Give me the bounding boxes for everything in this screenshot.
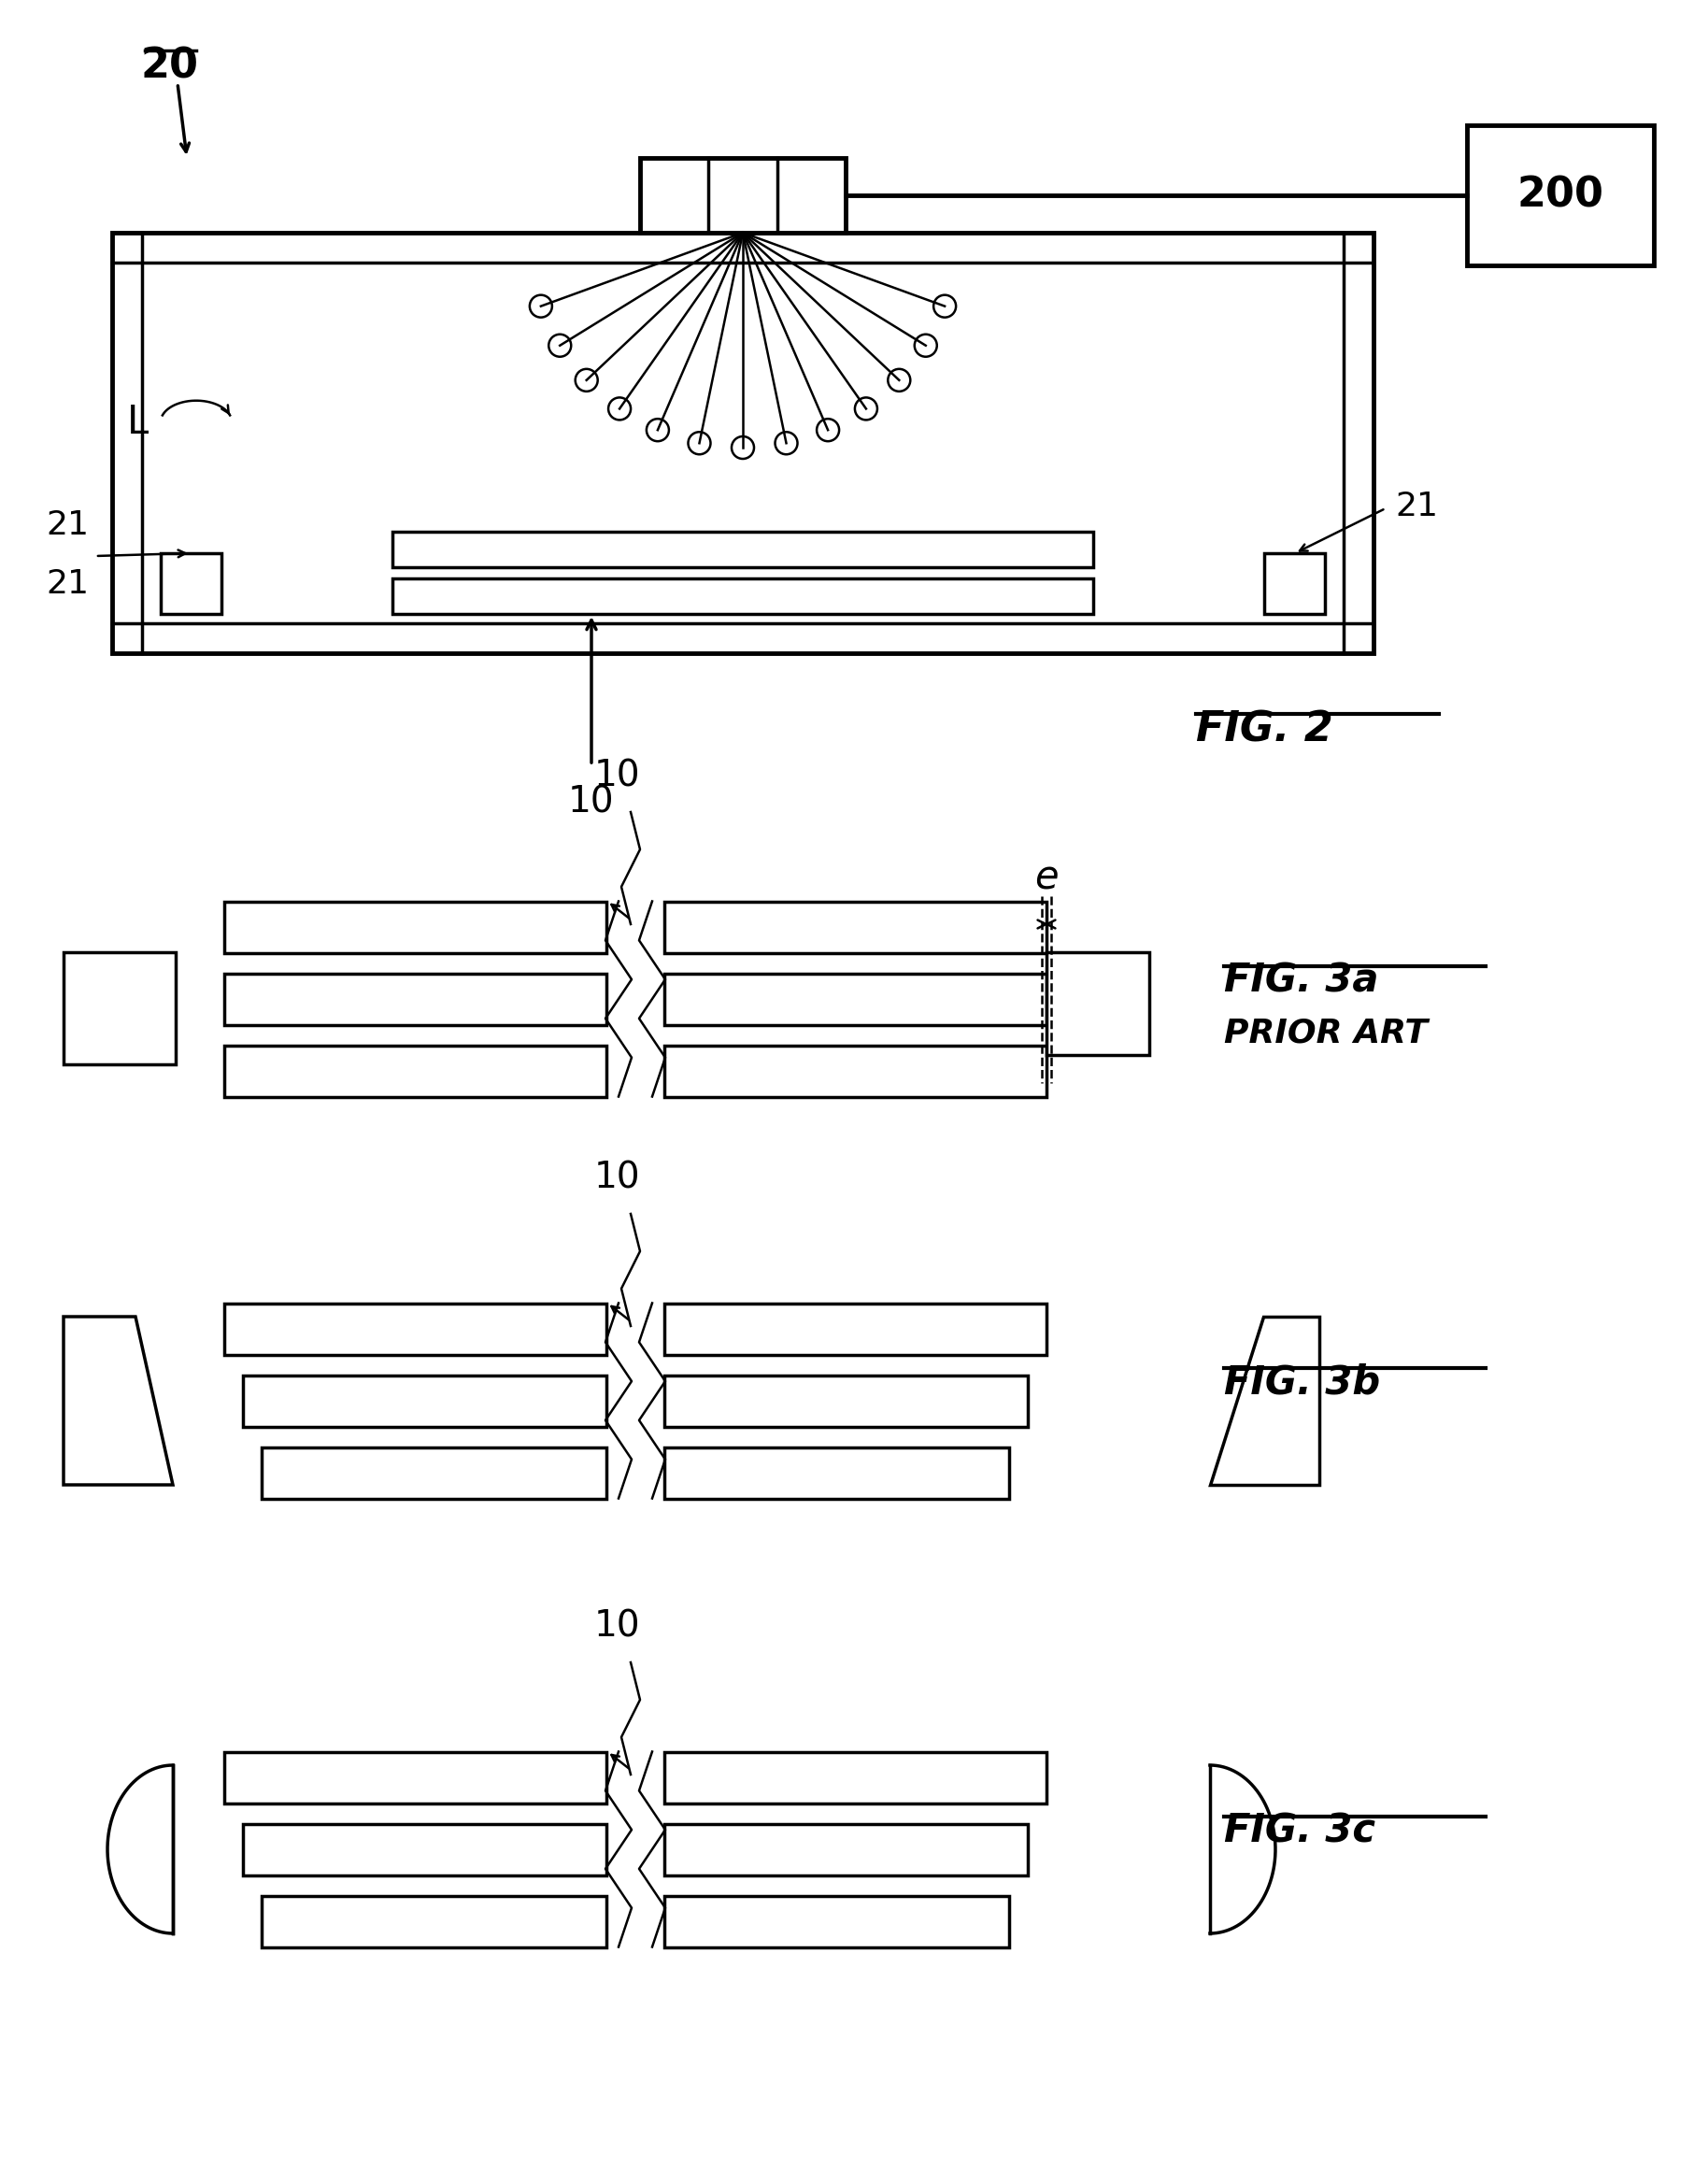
Bar	[393, 579, 1093, 613]
Bar	[243, 1825, 606, 1874]
Bar	[224, 901, 606, 953]
Bar	[113, 232, 1373, 652]
Polygon shape	[63, 1318, 173, 1484]
Text: 10: 10	[569, 784, 615, 819]
Bar	[640, 158, 845, 232]
Bar	[664, 1896, 1009, 1946]
Text: FIG. 3a: FIG. 3a	[1225, 962, 1378, 1001]
Bar	[664, 1302, 1047, 1354]
Text: FIG. 2: FIG. 2	[1196, 709, 1332, 750]
Text: 10: 10	[593, 758, 640, 793]
Text: FIG. 3b: FIG. 3b	[1225, 1363, 1380, 1402]
Bar	[393, 531, 1093, 568]
Bar	[664, 1825, 1028, 1874]
Text: 10: 10	[593, 1159, 640, 1196]
Bar	[664, 901, 1047, 953]
Text: 21: 21	[1395, 490, 1438, 522]
Bar	[664, 973, 1047, 1025]
Bar	[1264, 553, 1325, 613]
Bar	[224, 1302, 606, 1354]
Text: L: L	[128, 403, 149, 442]
Bar	[224, 1044, 606, 1097]
Bar	[664, 1376, 1028, 1426]
Bar	[1047, 951, 1149, 1055]
Bar	[63, 951, 176, 1064]
Bar	[224, 973, 606, 1025]
Text: 20: 20	[142, 46, 200, 87]
Bar	[1467, 126, 1653, 264]
Text: 21: 21	[46, 509, 89, 542]
Bar	[664, 1751, 1047, 1803]
Bar	[243, 1376, 606, 1426]
Bar	[224, 1751, 606, 1803]
Bar	[664, 1448, 1009, 1497]
Bar	[261, 1448, 606, 1497]
Text: 10: 10	[593, 1608, 640, 1645]
Text: e: e	[1035, 858, 1059, 897]
Bar	[261, 1896, 606, 1946]
Polygon shape	[1209, 1318, 1319, 1484]
Text: 21: 21	[46, 568, 89, 600]
Bar	[664, 1044, 1047, 1097]
Text: PRIOR ART: PRIOR ART	[1225, 1018, 1428, 1049]
Text: 200: 200	[1517, 176, 1604, 215]
Text: FIG. 3c: FIG. 3c	[1225, 1812, 1375, 1851]
Bar	[161, 553, 222, 613]
